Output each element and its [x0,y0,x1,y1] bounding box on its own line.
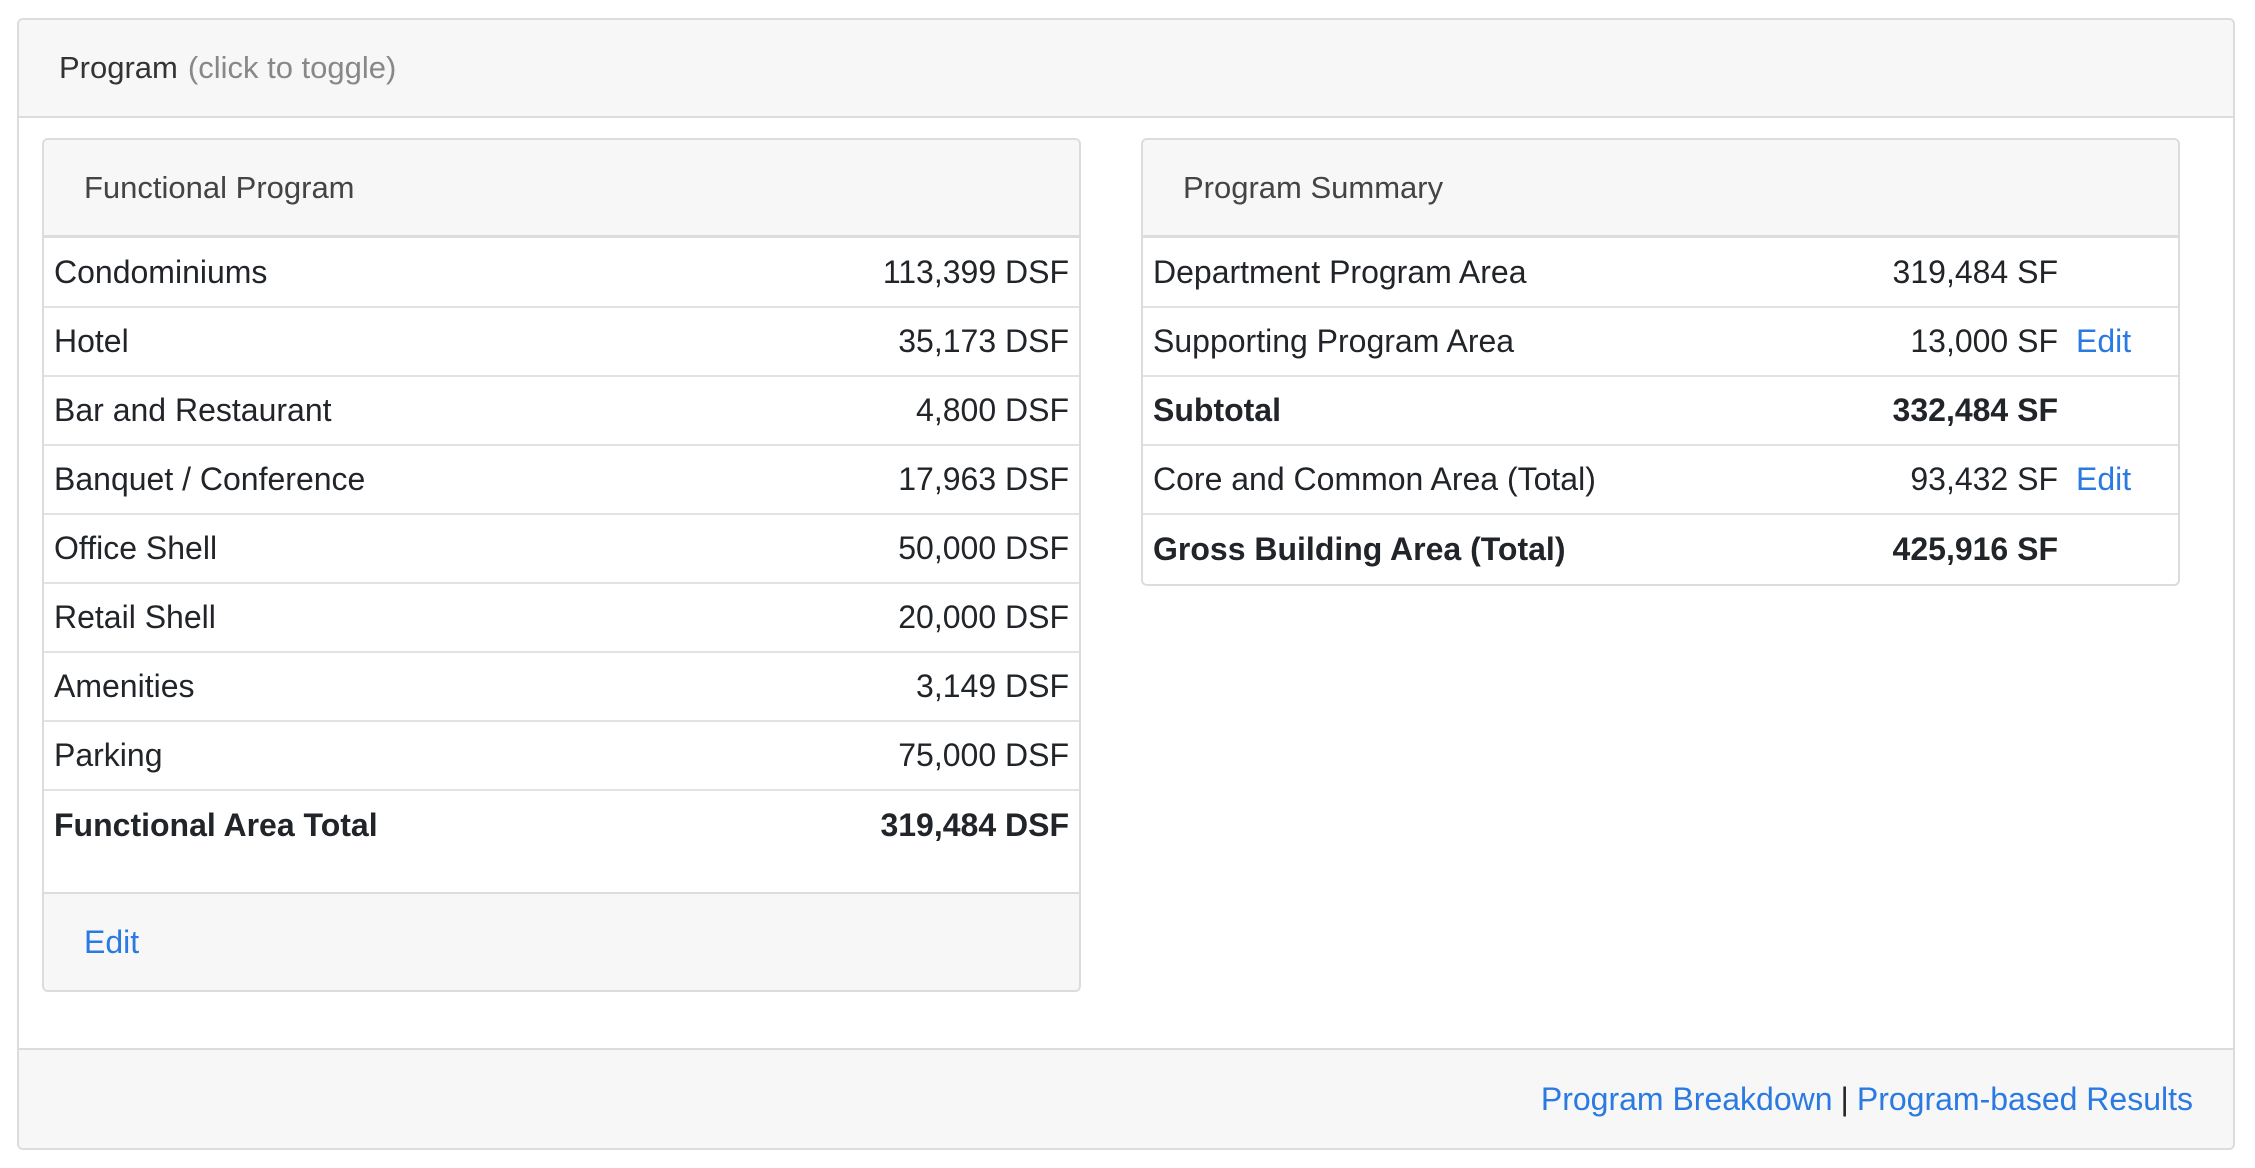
gross-total-row: Gross Building Area (Total) 425,916 SF [1143,514,2178,583]
row-label: Subtotal [1143,376,1804,446]
row-value: 3,149 DSF [688,652,1079,722]
program-summary-title: Program Summary [1183,169,1444,205]
table-row: Bar and Restaurant 4,800 DSF [44,376,1079,446]
row-value: 113,399 DSF [688,238,1079,308]
row-value: 93,432 SF [1803,445,2068,515]
program-panel-header[interactable]: Program (click to toggle) [19,20,2233,118]
row-label: Department Program Area [1143,238,1804,308]
table-row: Department Program Area 319,484 SF [1143,238,2178,308]
program-summary-header: Program Summary [1143,140,2178,238]
row-value: 4,800 DSF [688,376,1079,446]
program-panel-title: Program [59,50,178,85]
row-label: Amenities [44,652,689,722]
row-value: 332,484 SF [1803,376,2068,446]
table-row: Hotel 35,173 DSF [44,307,1079,377]
toggle-hint: (click to toggle) [187,50,397,85]
program-summary-card: Program Summary Department Program Area … [1141,138,2180,586]
row-label: Parking [44,721,689,791]
row-label: Hotel [44,307,689,377]
table-row: Banquet / Conference 17,963 DSF [44,445,1079,515]
program-based-results-link[interactable]: Program-based Results [1856,1080,2193,1117]
row-label: Office Shell [44,514,689,584]
row-value: 425,916 SF [1892,530,2058,567]
row-label: Supporting Program Area [1143,307,1804,377]
program-panel: Program (click to toggle) Functional Pro… [17,18,2235,1150]
row-value: 50,000 DSF [688,514,1079,584]
functional-program-edit-link[interactable]: Edit [84,923,140,960]
row-label: Condominiums [44,238,689,308]
program-breakdown-link[interactable]: Program Breakdown [1540,1080,1833,1117]
row-edit-cell [2068,376,2178,446]
link-separator: | [1840,1080,1849,1117]
row-value: 17,963 DSF [688,445,1079,515]
table-row: Amenities 3,149 DSF [44,652,1079,722]
row-edit-cell [2068,238,2178,308]
table-row: Office Shell 50,000 DSF [44,514,1079,584]
row-label: Bar and Restaurant [44,376,689,446]
table-row: Condominiums 113,399 DSF [44,238,1079,308]
row-value: 13,000 SF [1803,307,2068,377]
total-value: 319,484 DSF [880,806,1069,843]
row-label: Retail Shell [44,583,689,653]
table-row: Core and Common Area (Total) 93,432 SF E… [1143,445,2178,515]
table-row: Parking 75,000 DSF [44,721,1079,791]
row-label: Core and Common Area (Total) [1143,445,1804,515]
subtotal-row: Subtotal 332,484 SF [1143,376,2178,446]
row-edit-cell [2068,514,2178,583]
row-value: 20,000 DSF [688,583,1079,653]
table-row: Supporting Program Area 13,000 SF Edit [1143,307,2178,377]
row-value: 35,173 DSF [688,307,1079,377]
functional-program-table: Condominiums 113,399 DSF Hotel 35,173 DS… [44,238,1079,859]
total-row: Functional Area Total 319,484 DSF [44,790,1079,859]
table-row: Retail Shell 20,000 DSF [44,583,1079,653]
supporting-program-edit-link[interactable]: Edit [2076,323,2132,359]
total-label: Functional Area Total [54,806,378,843]
functional-program-card: Functional Program Condominiums 113,399 … [42,138,1081,992]
program-panel-footer: Program Breakdown | Program-based Result… [19,1048,2233,1148]
row-value: 319,484 SF [1803,238,2068,308]
program-summary-table: Department Program Area 319,484 SF Suppo… [1143,238,2178,583]
functional-program-title: Functional Program [84,169,355,205]
row-edit-cell: Edit [2068,307,2178,377]
row-label: Gross Building Area (Total) [1153,530,1566,567]
row-label: Banquet / Conference [44,445,689,515]
core-common-area-edit-link[interactable]: Edit [2076,461,2132,497]
row-value: 75,000 DSF [688,721,1079,791]
row-edit-cell: Edit [2068,445,2178,515]
functional-program-footer: Edit [44,892,1079,990]
functional-program-header: Functional Program [44,140,1079,238]
